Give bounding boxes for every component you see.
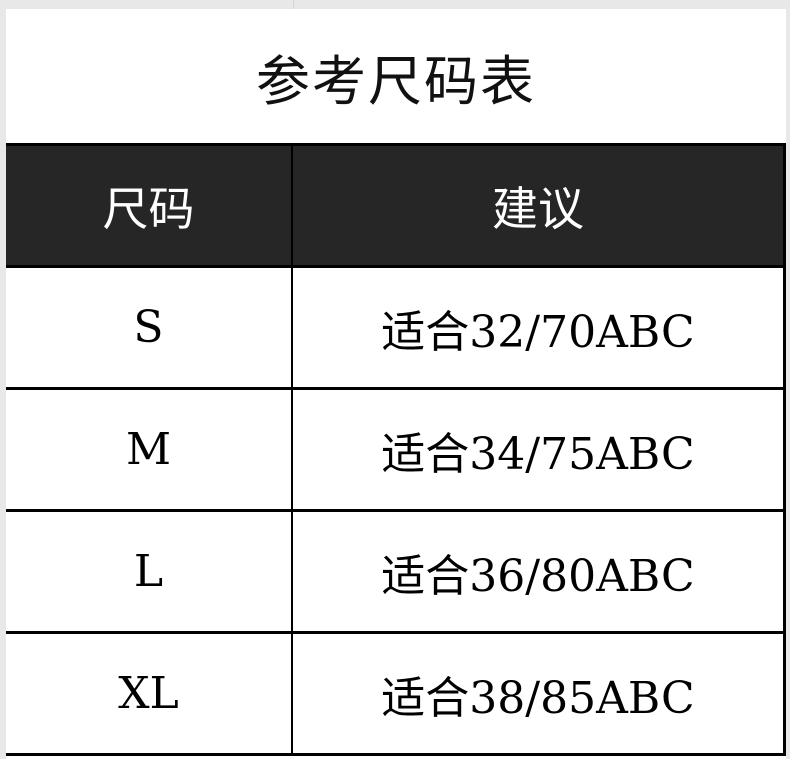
size-table: 尺码 建议 S 适合32/70ABC M 适合34/75ABC L 适合36/8… xyxy=(6,143,786,756)
size-cell: L xyxy=(6,512,293,631)
chart-title: 参考尺码表 xyxy=(256,49,536,113)
advice-cell: 适合32/70ABC xyxy=(381,306,695,358)
header-row: 尺码 建议 xyxy=(6,146,783,268)
size-cell: XL xyxy=(6,634,293,753)
table-row: S 适合32/70ABC xyxy=(6,268,783,390)
table-row: M 适合34/75ABC xyxy=(6,390,783,512)
advice-cell: 适合36/80ABC xyxy=(381,550,695,602)
size-cell: M xyxy=(6,390,293,509)
size-chart-sheet: 参考尺码表 尺码 建议 S 适合32/70ABC M 适合34/75ABC L … xyxy=(6,9,786,759)
advice-cell: 适合34/75ABC xyxy=(381,428,695,480)
header-advice: 建议 xyxy=(492,181,584,236)
table-row: XL 适合38/85ABC xyxy=(6,634,783,756)
table-row: L 适合36/80ABC xyxy=(6,512,783,634)
advice-cell: 适合38/85ABC xyxy=(381,672,695,724)
size-cell: S xyxy=(6,268,293,387)
sheet-gridline xyxy=(293,0,294,9)
header-size: 尺码 xyxy=(6,146,293,265)
